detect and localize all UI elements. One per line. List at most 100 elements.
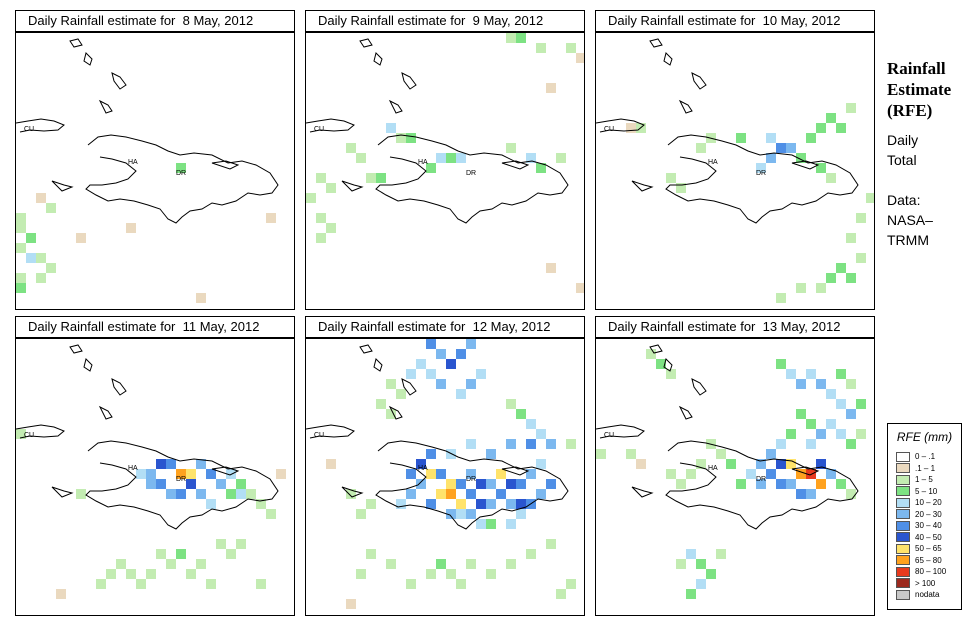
rainfall-cell <box>376 399 386 409</box>
coastline <box>596 38 859 224</box>
rainfall-cell <box>266 213 276 223</box>
label-cuba: CU <box>24 126 34 133</box>
label-haiti: HA <box>128 465 138 472</box>
coastline-segment <box>665 440 859 530</box>
rainfall-cell <box>346 489 356 499</box>
rainfall-cell <box>186 479 196 489</box>
side-title-line-1: Rainfall <box>887 59 946 78</box>
rainfall-cell <box>146 469 156 479</box>
map-canvas: CU HA DR <box>596 344 866 599</box>
side-title: Rainfall Estimate (RFE) <box>887 58 951 121</box>
label-haiti: HA <box>708 465 718 472</box>
rainfall-cell <box>236 539 246 549</box>
rainfall-cell <box>736 133 746 143</box>
coastline-segment <box>341 486 364 498</box>
rainfall-cell <box>636 459 646 469</box>
panel-title-may-12: Daily Rainfall estimate for 12 May, 2012 <box>305 316 585 338</box>
coastline-segment <box>211 466 240 476</box>
coastline-segment <box>791 466 820 476</box>
rainfall-cell <box>696 143 706 153</box>
rainfall-cell <box>486 479 496 489</box>
rainfall-cell <box>716 549 726 559</box>
legend-label: 50 – 65 <box>915 544 942 553</box>
rainfall-cell <box>426 163 436 173</box>
rainfall-cell <box>576 283 584 293</box>
legend-swatch <box>896 555 910 565</box>
rainfall-cell <box>536 43 546 53</box>
rainfall-cell <box>826 273 836 283</box>
rainfall-cell <box>76 233 86 243</box>
rainfall-cell <box>486 449 496 459</box>
coastline-segment <box>663 358 673 372</box>
legend-item: nodata <box>896 589 939 600</box>
coastline-segment <box>596 118 645 133</box>
rainfall-cells <box>626 103 874 303</box>
rainfall-cell <box>176 489 186 499</box>
coastline-segment <box>69 344 83 354</box>
rainfall-cell <box>796 409 806 419</box>
rainfall-cell <box>366 173 376 183</box>
rainfall-cell <box>426 569 436 579</box>
rainfall-cell <box>546 83 556 93</box>
rainfall-cell <box>776 439 786 449</box>
rainfall-cell <box>846 409 856 419</box>
map-canvas: CU HA DR <box>16 38 279 303</box>
rainfall-cell <box>816 163 826 173</box>
rainfall-cell <box>396 389 406 399</box>
rainfall-cell <box>426 469 436 479</box>
rainfall-cell <box>16 243 26 253</box>
rainfall-cell <box>696 559 706 569</box>
rainfall-cell <box>356 153 366 163</box>
coastline-segment <box>678 405 693 420</box>
rainfall-cell <box>796 379 806 389</box>
rainfall-cell <box>466 339 476 349</box>
rainfall-cell <box>626 449 636 459</box>
rainfall-cell <box>666 469 676 479</box>
rainfall-cell <box>816 459 826 469</box>
rainfall-cell <box>506 479 516 489</box>
rainfall-cell <box>506 33 516 43</box>
legend-swatch <box>896 509 910 519</box>
rainfall-cell <box>666 173 676 183</box>
rainfall-cell <box>406 369 416 379</box>
rainfall-cell <box>576 53 584 63</box>
rainfall-cell <box>156 479 166 489</box>
legend-item: 10 – 20 <box>896 497 942 508</box>
rainfall-cell <box>466 559 476 569</box>
rainfall-cell <box>776 479 786 489</box>
rainfall-cell <box>266 509 276 519</box>
rainfall-cell <box>466 379 476 389</box>
rainfall-cell <box>346 599 356 609</box>
legend-swatch <box>896 589 910 600</box>
rainfall-cell <box>816 123 826 133</box>
legend-item: 5 – 10 <box>896 486 937 497</box>
legend-label: 65 – 80 <box>915 555 942 565</box>
rainfall-cell <box>566 43 576 53</box>
coastline <box>16 38 279 224</box>
side-line-nasa: NASA– <box>887 212 933 228</box>
rainfall-cell <box>776 293 786 303</box>
rainfall-cell <box>46 263 56 273</box>
rainfall-cell <box>456 579 466 589</box>
coastline-segment <box>401 378 417 396</box>
rainfall-cell <box>396 499 406 509</box>
rainfall-cell <box>556 153 566 163</box>
legend-swatch <box>896 474 910 485</box>
rainfall-cell <box>226 489 236 499</box>
rainfall-cell <box>146 569 156 579</box>
legend-label: 20 – 30 <box>915 509 942 519</box>
coastline-segment <box>631 486 654 498</box>
rainfall-map-may-11: CU HA DR <box>15 338 295 616</box>
legend-label: 0 – .1 <box>915 452 936 461</box>
rainfall-cell <box>536 429 546 439</box>
label-haiti: HA <box>708 159 718 166</box>
rainfall-cell <box>206 499 216 509</box>
panel-title-may-10: Daily Rainfall estimate for 10 May, 2012 <box>595 10 875 32</box>
label-cuba: CU <box>24 432 34 439</box>
rainfall-cell <box>786 369 796 379</box>
rainfall-cell <box>536 459 546 469</box>
rainfall-cell <box>746 469 756 479</box>
coastline-segment <box>691 72 707 90</box>
legend-item: 40 – 50 <box>896 532 942 543</box>
label-haiti: HA <box>418 159 428 166</box>
